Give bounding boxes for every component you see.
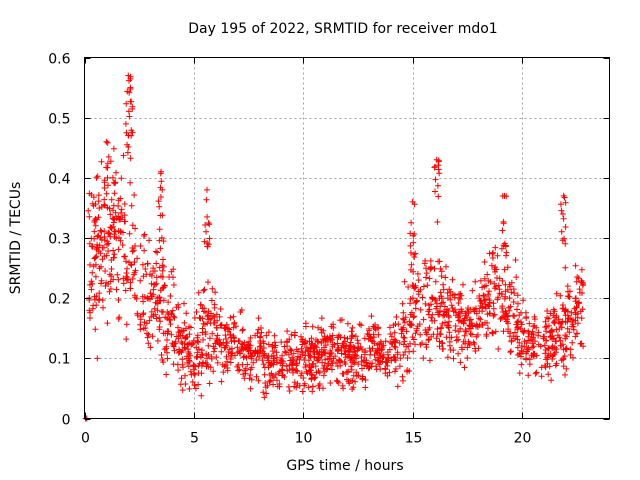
y-tick-label: 0 — [62, 413, 71, 429]
y-tick-label: 0.1 — [48, 352, 70, 368]
axis-ticks — [84, 57, 610, 420]
y-tick-label: 0.2 — [48, 292, 70, 308]
x-tick-label: 15 — [405, 431, 423, 447]
y-tick-labels: 0 0.1 0.2 0.3 0.4 0.5 0.6 — [48, 52, 70, 429]
x-axis-label: GPS time / hours — [286, 458, 403, 474]
x-tick-label: 10 — [295, 431, 313, 447]
y-tick-label: 0.6 — [48, 52, 70, 68]
x-tick-label: 20 — [514, 431, 532, 447]
x-tick-label: 0 — [81, 431, 90, 447]
y-tick-label: 0.5 — [48, 112, 70, 128]
y-tick-label: 0.3 — [48, 232, 70, 248]
chart-title: Day 195 of 2022, SRMTID for receiver mdo… — [188, 21, 497, 37]
x-tick-labels: 0 5 10 15 20 — [81, 431, 531, 447]
y-axis-label: SRMTID / TECUs — [8, 182, 24, 295]
data-point-markers — [82, 72, 587, 422]
data-points — [82, 72, 587, 422]
x-tick-label: 5 — [190, 431, 199, 447]
y-tick-label: 0.4 — [48, 172, 70, 188]
